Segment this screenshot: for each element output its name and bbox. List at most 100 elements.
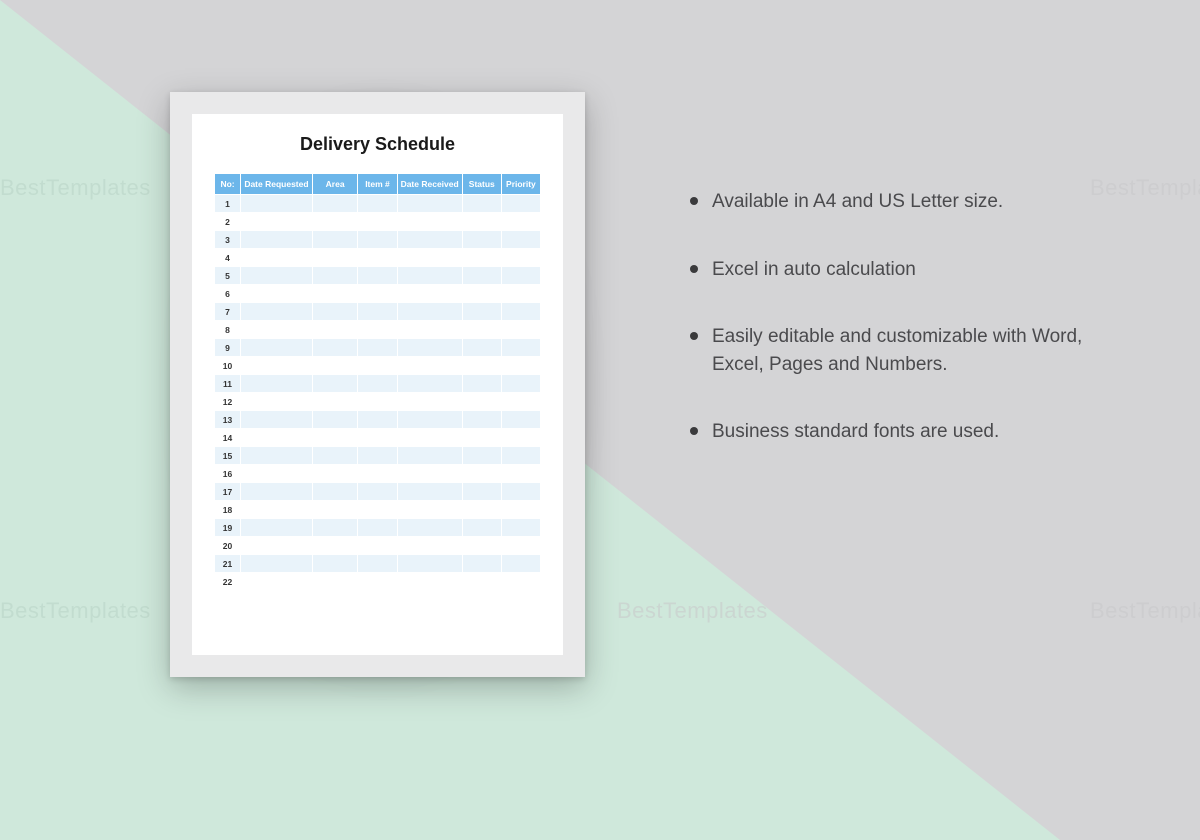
table-cell (501, 537, 540, 555)
table-cell (241, 375, 313, 393)
table-cell (462, 213, 501, 231)
table-cell (241, 429, 313, 447)
table-cell (312, 447, 358, 465)
table-row: 21 (215, 555, 541, 573)
table-cell (397, 429, 462, 447)
table-cell (241, 357, 313, 375)
document-mockup: Delivery Schedule No:Date RequestedAreaI… (170, 92, 585, 677)
table-cell (358, 267, 397, 285)
table-cell (312, 537, 358, 555)
table-cell (501, 501, 540, 519)
table-cell (241, 465, 313, 483)
table-row: 10 (215, 357, 541, 375)
table-cell (462, 195, 501, 213)
table-cell (501, 249, 540, 267)
table-header-cell: No: (215, 174, 241, 195)
table-cell (501, 447, 540, 465)
table-cell (358, 393, 397, 411)
table-cell (397, 303, 462, 321)
table-cell (397, 357, 462, 375)
feature-text: Easily editable and customizable with Wo… (712, 323, 1130, 378)
table-cell (358, 195, 397, 213)
table-row: 2 (215, 213, 541, 231)
table-cell (462, 249, 501, 267)
table-row: 19 (215, 519, 541, 537)
row-number-cell: 3 (215, 231, 241, 249)
table-cell (358, 519, 397, 537)
table-cell (462, 429, 501, 447)
table-cell (358, 249, 397, 267)
table-row: 6 (215, 285, 541, 303)
table-cell (397, 339, 462, 357)
table-header-cell: Date Requested (241, 174, 313, 195)
table-cell (241, 555, 313, 573)
table-row: 9 (215, 339, 541, 357)
table-cell (312, 285, 358, 303)
table-row: 22 (215, 573, 541, 591)
table-cell (462, 555, 501, 573)
table-cell (358, 213, 397, 231)
table-cell (312, 573, 358, 591)
table-cell (358, 321, 397, 339)
table-cell (358, 573, 397, 591)
table-cell (501, 357, 540, 375)
feature-item: Excel in auto calculation (690, 256, 1130, 284)
table-cell (312, 321, 358, 339)
table-cell (462, 447, 501, 465)
table-cell (501, 555, 540, 573)
table-cell (241, 213, 313, 231)
row-number-cell: 16 (215, 465, 241, 483)
table-cell (358, 375, 397, 393)
table-cell (462, 393, 501, 411)
table-row: 13 (215, 411, 541, 429)
table-cell (462, 519, 501, 537)
table-cell (462, 231, 501, 249)
table-cell (312, 195, 358, 213)
table-row: 18 (215, 501, 541, 519)
table-cell (462, 303, 501, 321)
table-row: 7 (215, 303, 541, 321)
table-cell (462, 267, 501, 285)
table-header-cell: Date Received (397, 174, 462, 195)
row-number-cell: 8 (215, 321, 241, 339)
bullet-icon (690, 427, 698, 435)
table-cell (241, 267, 313, 285)
table-cell (501, 483, 540, 501)
table-cell (312, 519, 358, 537)
table-cell (241, 195, 313, 213)
feature-text: Business standard fonts are used. (712, 418, 999, 446)
table-row: 14 (215, 429, 541, 447)
table-cell (501, 339, 540, 357)
table-cell (241, 501, 313, 519)
table-row: 15 (215, 447, 541, 465)
table-cell (397, 555, 462, 573)
table-cell (397, 483, 462, 501)
table-cell (397, 501, 462, 519)
table-cell (358, 483, 397, 501)
table-cell (462, 339, 501, 357)
table-cell (397, 321, 462, 339)
delivery-schedule-table: No:Date RequestedAreaItem #Date Received… (214, 173, 541, 591)
table-row: 16 (215, 465, 541, 483)
table-header-cell: Priority (501, 174, 540, 195)
table-cell (358, 447, 397, 465)
table-cell (501, 285, 540, 303)
table-cell (312, 231, 358, 249)
table-cell (312, 501, 358, 519)
table-cell (397, 195, 462, 213)
table-cell (462, 483, 501, 501)
bullet-icon (690, 197, 698, 205)
table-row: 4 (215, 249, 541, 267)
table-cell (501, 375, 540, 393)
table-cell (501, 213, 540, 231)
table-cell (241, 231, 313, 249)
row-number-cell: 21 (215, 555, 241, 573)
table-cell (312, 465, 358, 483)
table-cell (241, 411, 313, 429)
table-cell (312, 411, 358, 429)
row-number-cell: 14 (215, 429, 241, 447)
table-row: 11 (215, 375, 541, 393)
table-cell (312, 267, 358, 285)
table-cell (358, 501, 397, 519)
row-number-cell: 20 (215, 537, 241, 555)
